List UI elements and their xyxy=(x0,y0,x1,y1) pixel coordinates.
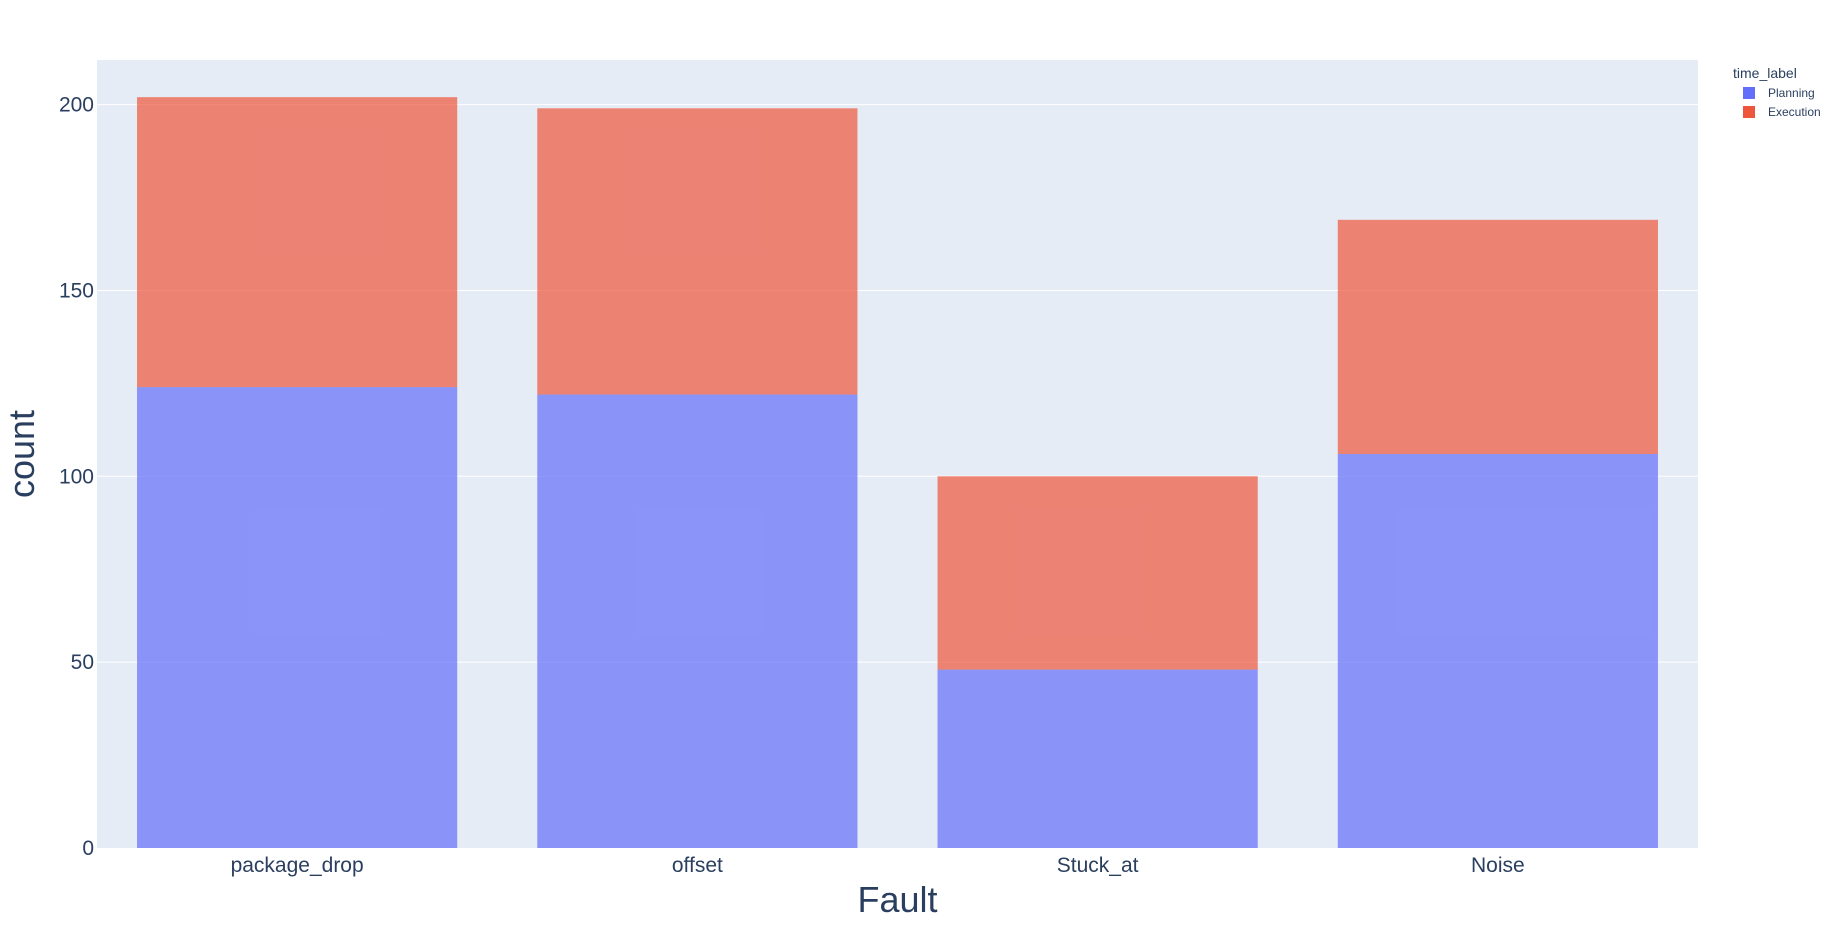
x-tick-label: package_drop xyxy=(231,854,364,877)
legend: time_label Planning Execution xyxy=(1733,65,1821,119)
bars xyxy=(137,97,1658,848)
legend-item-planning[interactable]: Planning xyxy=(1743,86,1815,100)
y-tick-label: 150 xyxy=(59,279,94,302)
y-tick-label: 50 xyxy=(71,651,94,674)
x-tick-label: Noise xyxy=(1471,854,1525,877)
x-axis-ticks: package_drop offset Stuck_at Noise xyxy=(231,854,1525,877)
bar-planning-stuck_at xyxy=(937,669,1258,848)
legend-title: time_label xyxy=(1733,65,1797,81)
bar-execution-noise xyxy=(1337,219,1658,454)
bar-execution-stuck_at xyxy=(937,476,1258,670)
x-tick-label: offset xyxy=(672,854,723,877)
legend-label: Execution xyxy=(1768,105,1821,119)
bar-execution-offset xyxy=(537,108,858,395)
y-tick-label: 200 xyxy=(59,94,94,117)
bar-planning-package_drop xyxy=(137,387,458,848)
y-axis-title: count xyxy=(1,410,42,498)
x-axis-title: Fault xyxy=(857,879,937,920)
x-tick-label: Stuck_at xyxy=(1057,854,1139,877)
y-axis-ticks: 0 50 100 150 200 xyxy=(59,94,94,860)
y-tick-label: 100 xyxy=(59,465,94,488)
legend-item-execution[interactable]: Execution xyxy=(1743,105,1821,119)
y-tick-label: 0 xyxy=(82,837,94,860)
legend-swatch xyxy=(1743,87,1755,99)
bar-execution-package_drop xyxy=(137,97,458,388)
bar-planning-noise xyxy=(1337,454,1658,848)
legend-label: Planning xyxy=(1768,86,1815,100)
bar-planning-offset xyxy=(537,394,858,848)
legend-swatch xyxy=(1743,106,1755,118)
